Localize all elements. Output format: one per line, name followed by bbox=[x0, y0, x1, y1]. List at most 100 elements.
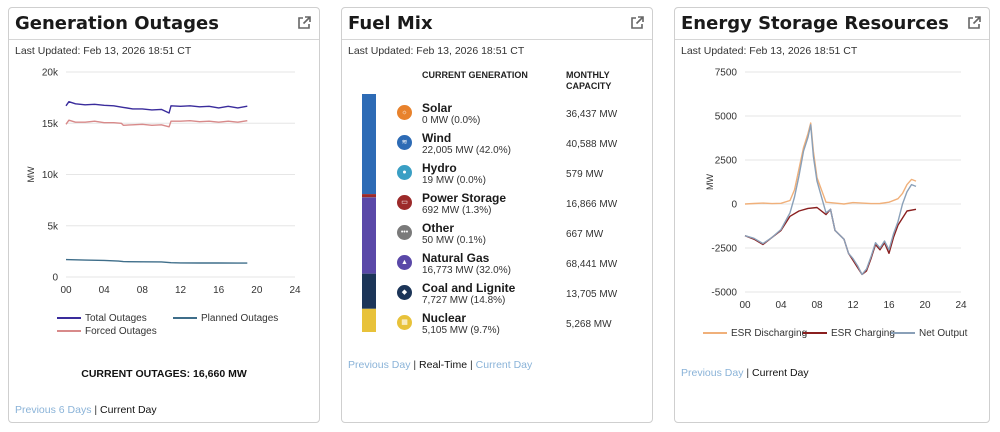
more-icon: ••• bbox=[397, 225, 412, 240]
y-tick-label: 0 bbox=[52, 273, 58, 284]
fuel-monthly-capacity: 16,866 MW bbox=[566, 199, 618, 210]
real-time-link[interactable]: Real-Time bbox=[419, 359, 468, 371]
legend-swatch bbox=[803, 332, 827, 335]
fuel-row-nuclear: ▦ Nuclear 5,105 MW (9.7%) 5,268 MW bbox=[342, 311, 652, 341]
y-tick-label: -2500 bbox=[711, 244, 737, 255]
fuel-row-wind: ≋ Wind 22,005 MW (42.0%) 40,588 MW bbox=[342, 131, 652, 161]
storage-line-chart: -5000 -2500 0 2500 5000 7500 00 04 08 12 16 20 24 MW bbox=[705, 68, 967, 312]
legend-swatch bbox=[891, 332, 915, 335]
sun-icon: ☼ bbox=[397, 105, 412, 120]
legend-esr-discharging[interactable]: ESR Discharging bbox=[703, 328, 807, 339]
y-axis-label: MW bbox=[26, 166, 36, 182]
legend-swatch bbox=[703, 332, 727, 335]
separator: | bbox=[413, 359, 417, 371]
y-tick-label: 5k bbox=[47, 221, 59, 232]
bar-segment-power-storage bbox=[362, 194, 376, 198]
series-line-forced-outages bbox=[65, 119, 248, 128]
current-day-link[interactable]: Current Day bbox=[100, 404, 157, 416]
card-title: Generation Outages bbox=[15, 13, 219, 34]
x-tick-label: 12 bbox=[175, 285, 187, 296]
legend-label: Planned Outages bbox=[201, 313, 279, 324]
fuel-monthly-capacity: 667 MW bbox=[566, 229, 604, 240]
generation-outages-card: Generation Outages Last Updated: Feb 13,… bbox=[8, 7, 320, 423]
current-day-link[interactable]: Current Day bbox=[475, 359, 533, 371]
y-tick-label: 20k bbox=[42, 68, 59, 79]
fuel-row-power-storage: ▭ Power Storage 692 MW (1.3%) 16,866 MW bbox=[342, 191, 652, 221]
battery-icon: ▭ bbox=[397, 195, 412, 210]
x-tick-label: 08 bbox=[137, 285, 149, 296]
fuel-current-generation: 5,105 MW (9.7%) bbox=[422, 325, 500, 336]
x-tick-label: 16 bbox=[213, 285, 225, 296]
legend-forced-outages[interactable]: Forced Outages bbox=[57, 326, 157, 337]
series-line-planned-outages bbox=[65, 258, 248, 264]
card-header: Generation Outages bbox=[9, 8, 319, 40]
current-day-link[interactable]: Current Day bbox=[752, 367, 809, 379]
fuel-row-natural-gas: ▲ Natural Gas 16,773 MW (32.0%) 68,441 MW bbox=[342, 251, 652, 281]
separator: | bbox=[746, 367, 750, 379]
last-updated: Last Updated: Feb 13, 2026 18:51 CT bbox=[681, 45, 858, 57]
y-tick-label: -5000 bbox=[711, 288, 737, 299]
y-tick-label: 7500 bbox=[715, 68, 738, 79]
fuel-monthly-capacity: 68,441 MW bbox=[566, 259, 618, 270]
fuel-name: Solar bbox=[422, 101, 453, 115]
bar-segment-natural-gas bbox=[362, 197, 376, 274]
x-tick-label: 12 bbox=[847, 300, 859, 311]
fuel-name: Power Storage bbox=[422, 191, 507, 205]
previous-6-days-link[interactable]: Previous 6 Days bbox=[15, 404, 92, 416]
fuel-name: Other bbox=[422, 221, 455, 235]
legend-esr-charging[interactable]: ESR Charging bbox=[803, 328, 895, 339]
fuel-current-generation: 22,005 MW (42.0%) bbox=[422, 145, 511, 156]
external-link-icon[interactable] bbox=[967, 16, 981, 30]
bar-segment-coal-and-lignite bbox=[362, 273, 376, 309]
series-line-esr-discharging bbox=[744, 122, 917, 205]
last-updated: Last Updated: Feb 13, 2026 18:51 CT bbox=[15, 45, 192, 57]
previous-day-link[interactable]: Previous Day bbox=[681, 367, 744, 379]
x-tick-label: 20 bbox=[251, 285, 263, 296]
series-line-total-outages bbox=[65, 101, 248, 114]
legend-swatch bbox=[173, 317, 197, 320]
fuel-current-generation: 692 MW (1.3%) bbox=[422, 205, 492, 216]
x-tick-label: 00 bbox=[60, 285, 72, 296]
external-link-icon[interactable] bbox=[297, 16, 311, 30]
card-title: Energy Storage Resources bbox=[681, 13, 949, 34]
separator: | bbox=[470, 359, 473, 371]
legend-planned-outages[interactable]: Planned Outages bbox=[173, 313, 278, 324]
series-line-net-output bbox=[744, 124, 917, 276]
fuel-current-generation: 50 MW (0.1%) bbox=[422, 235, 486, 246]
last-updated: Last Updated: Feb 13, 2026 18:51 CT bbox=[348, 45, 525, 57]
fuel-monthly-capacity: 5,268 MW bbox=[566, 319, 612, 330]
x-tick-label: 00 bbox=[739, 300, 751, 311]
fuel-current-generation: 19 MW (0.0%) bbox=[422, 175, 486, 186]
series-line-esr-charging bbox=[744, 206, 917, 276]
x-tick-label: 08 bbox=[811, 300, 823, 311]
coal-icon: ◆ bbox=[397, 285, 412, 300]
card-header: Fuel Mix bbox=[342, 8, 652, 40]
x-tick-label: 20 bbox=[919, 300, 931, 311]
external-link-icon[interactable] bbox=[630, 16, 644, 30]
fuel-current-generation: 0 MW (0.0%) bbox=[422, 115, 481, 126]
previous-day-link[interactable]: Previous Day bbox=[348, 359, 411, 371]
card-title: Fuel Mix bbox=[348, 13, 433, 34]
fuel-footer-nav: Previous Day | Real-Time | Current Day bbox=[348, 359, 532, 371]
outages-footer-nav: Previous 6 Days | Current Day bbox=[15, 404, 157, 416]
fuel-name: Wind bbox=[422, 131, 452, 145]
fuel-row-other: ••• Other 50 MW (0.1%) 667 MW bbox=[342, 221, 652, 251]
column-header-current-generation: CURRENT GENERATION bbox=[422, 70, 528, 80]
fuel-row-coal-and-lignite: ◆ Coal and Lignite 7,727 MW (14.8%) 13,705 … bbox=[342, 281, 652, 311]
fuel-name: Nuclear bbox=[422, 311, 467, 325]
fuel-name: Hydro bbox=[422, 161, 457, 175]
bar-segment-nuclear bbox=[362, 308, 376, 332]
legend-label: ESR Charging bbox=[831, 328, 895, 339]
legend-total-outages[interactable]: Total Outages bbox=[57, 313, 147, 324]
fuel-current-generation: 16,773 MW (32.0%) bbox=[422, 265, 511, 276]
flame-icon: ▲ bbox=[397, 255, 412, 270]
legend-net-output[interactable]: Net Output bbox=[891, 328, 967, 339]
outages-line-chart: 0 5k 10k 15k 20k 00 04 08 12 16 20 24 MW bbox=[26, 68, 301, 297]
legend-swatch bbox=[57, 330, 81, 333]
nuclear-icon: ▦ bbox=[397, 315, 412, 330]
x-tick-label: 24 bbox=[289, 285, 301, 296]
fuel-mix-card: Fuel Mix Last Updated: Feb 13, 2026 18:5… bbox=[341, 7, 653, 423]
y-tick-label: 5000 bbox=[715, 112, 738, 123]
storage-footer-nav: Previous Day | Current Day bbox=[681, 367, 809, 379]
x-tick-label: 24 bbox=[955, 300, 967, 311]
